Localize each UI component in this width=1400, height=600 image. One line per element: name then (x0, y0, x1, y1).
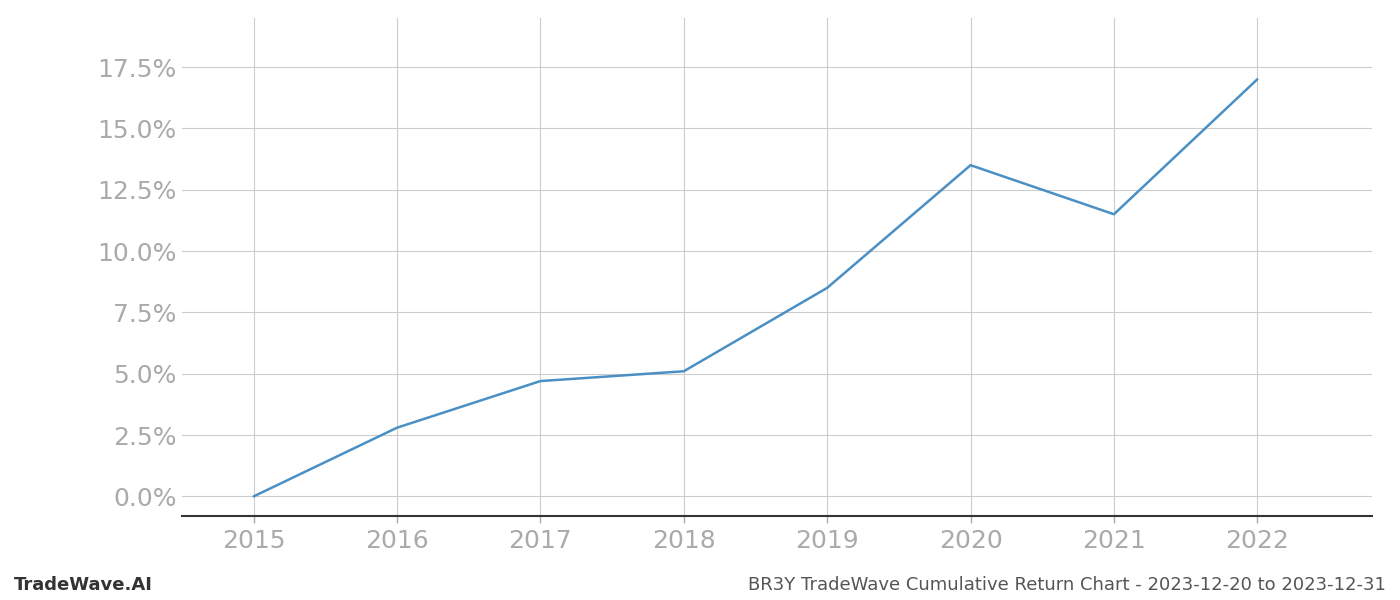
Text: TradeWave.AI: TradeWave.AI (14, 576, 153, 594)
Text: BR3Y TradeWave Cumulative Return Chart - 2023-12-20 to 2023-12-31: BR3Y TradeWave Cumulative Return Chart -… (748, 576, 1386, 594)
